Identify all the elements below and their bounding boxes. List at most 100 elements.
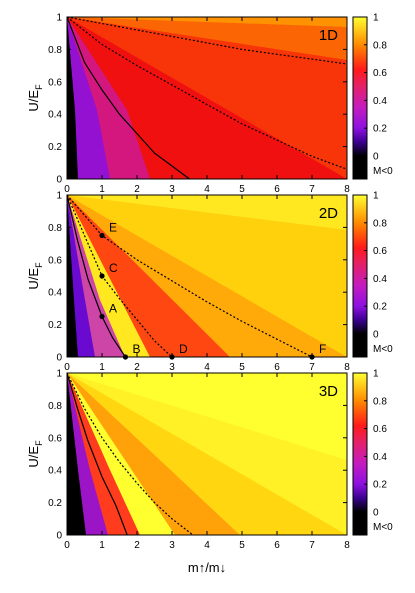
x-tick-label: 3 (169, 184, 175, 195)
curve-dashed-3 (67, 17, 347, 65)
point-e-marker (99, 232, 105, 239)
point-a-marker (99, 313, 105, 320)
x-ticks-3d: 0 1 2 3 4 5 6 7 8 (64, 373, 350, 551)
panel-3d: 0 1 2 3 4 5 6 7 8 0 0.2 0.4 0.6 0.8 1 3D U/EF 0 0.2 0.4… (26, 369, 393, 576)
y-tick-label: 0.2 (48, 320, 62, 331)
colorbar-below-label-3d: M<0 (373, 522, 393, 533)
colorbar-tick-label: 0.4 (373, 96, 387, 107)
curves-1d (67, 17, 347, 179)
y-tick-label: 1 (56, 191, 62, 202)
x-tick-label: 3 (169, 362, 175, 373)
y-ticks-1d: 0 0.2 0.4 0.6 0.8 1 (48, 13, 347, 186)
colorbar-tick-label: 0.2 (373, 124, 387, 135)
panel-label-1d: 1D (319, 27, 338, 44)
x-tick-label: 8 (344, 362, 350, 373)
x-tick-label: 3 (169, 540, 175, 551)
x-tick-label: 4 (204, 362, 210, 373)
x-tick-label: 7 (309, 540, 315, 551)
y-tick-label: 0.6 (48, 77, 62, 88)
point-b-label: B (132, 342, 140, 356)
x-tick-label: 5 (239, 540, 245, 551)
x-tick-label: 7 (309, 362, 315, 373)
point-c-label: C (109, 261, 118, 275)
y-axis-label-1d: U/EF (26, 84, 44, 112)
panel-1d: 0 1 2 3 4 5 6 7 8 0 0.2 0.4 0.6 0.8 1 1D U/EF 0 0.2 0.4… (26, 13, 393, 196)
y-tick-label: 0 (56, 175, 62, 186)
x-tick-label: 1 (99, 184, 105, 195)
y-tick-label: 0.2 (48, 498, 62, 509)
point-e-label: E (109, 221, 117, 235)
colorbar-tick-label: 0 (373, 508, 379, 519)
colorbar-tick-label: 0.6 (373, 68, 387, 79)
y-axis-label-2d: U/EF (26, 262, 44, 290)
y-tick-label: 0.4 (48, 110, 62, 121)
x-tick-label: 4 (204, 540, 210, 551)
colorbar-1d: 0 0.2 0.4 0.6 0.8 1 M<0 (352, 13, 393, 180)
colorbar-tick-label: 0.6 (373, 424, 387, 435)
colorbar-tick-label: 1 (373, 13, 379, 24)
colorbar-tick-label: 0.4 (373, 452, 387, 463)
curve-dashed-2 (67, 195, 173, 357)
colorbar-tick-label: 0.2 (373, 302, 387, 313)
panel-label-2d: 2D (319, 205, 338, 222)
point-d-label: D (179, 342, 188, 356)
y-ticks-3d: 0 0.2 0.4 0.6 0.8 1 (48, 369, 347, 542)
colorbar-tick-label: 1 (373, 191, 379, 202)
point-b-marker (122, 354, 129, 360)
colorbar-tick-label: 0 (373, 152, 379, 163)
colorbar-tick-label: 0.8 (373, 40, 387, 51)
x-tick-label: 0 (64, 362, 70, 373)
heatmap-1d (67, 17, 347, 179)
heatmap-2d (67, 195, 347, 357)
heatmap-3d (67, 373, 347, 535)
point-f-label: F (319, 342, 326, 356)
x-tick-label: 0 (64, 184, 70, 195)
colorbar-tick-label: 1 (373, 369, 379, 380)
colorbar-tick-label: 0.8 (373, 218, 387, 229)
y-tick-label: 0 (56, 353, 62, 364)
colorbar-3d: 0 0.2 0.4 0.6 0.8 1 M<0 (352, 369, 393, 536)
x-tick-label: 8 (344, 540, 350, 551)
colorbar-2d: 0 0.2 0.4 0.6 0.8 1 M<0 (352, 191, 393, 358)
x-tick-label: 2 (134, 184, 140, 195)
colorbar-tick-label: 0.8 (373, 396, 387, 407)
x-tick-label: 5 (239, 184, 245, 195)
y-ticks-2d: 0 0.2 0.4 0.6 0.8 1 (48, 191, 347, 364)
curve-solid-1 (67, 195, 126, 357)
panel-label-3d: 3D (319, 383, 338, 400)
x-ticks-2d: 0 1 2 3 4 5 6 7 8 (64, 195, 350, 373)
colorbar-below-label-1d: M<0 (373, 166, 393, 177)
colorbar-tick-label: 0 (373, 330, 379, 341)
y-tick-label: 0.4 (48, 288, 62, 299)
curve-solid-1 (67, 17, 190, 179)
x-tick-label: 5 (239, 362, 245, 373)
y-axis-label-3d: U/EF (26, 440, 44, 468)
point-a-label: A (109, 302, 117, 316)
x-tick-label: 1 (99, 540, 105, 551)
y-tick-label: 0.6 (48, 255, 62, 266)
x-tick-label: 1 (99, 362, 105, 373)
colorbar-tick-label: 0.2 (373, 480, 387, 491)
y-tick-label: 0 (56, 531, 62, 542)
x-tick-label: 8 (344, 184, 350, 195)
x-tick-label: 0 (64, 540, 70, 551)
curve-dashed-2 (67, 17, 347, 170)
curve-dashed-2 (67, 373, 194, 535)
curves-2d (67, 195, 313, 357)
y-tick-label: 1 (56, 369, 62, 380)
y-tick-label: 1 (56, 13, 62, 24)
y-tick-label: 0.8 (48, 45, 62, 56)
x-ticks-1d: 0 1 2 3 4 5 6 7 8 (64, 17, 350, 195)
y-tick-label: 0.6 (48, 433, 62, 444)
y-tick-label: 0.2 (48, 142, 62, 153)
curves-3d (67, 373, 194, 535)
y-tick-label: 0.8 (48, 223, 62, 234)
colorbar-tick-label: 0.4 (373, 274, 387, 285)
y-tick-label: 0.8 (48, 401, 62, 412)
x-tick-label: 2 (134, 540, 140, 551)
x-tick-label: 2 (134, 362, 140, 373)
curve-solid-1 (67, 373, 128, 535)
x-tick-label: 4 (204, 184, 210, 195)
